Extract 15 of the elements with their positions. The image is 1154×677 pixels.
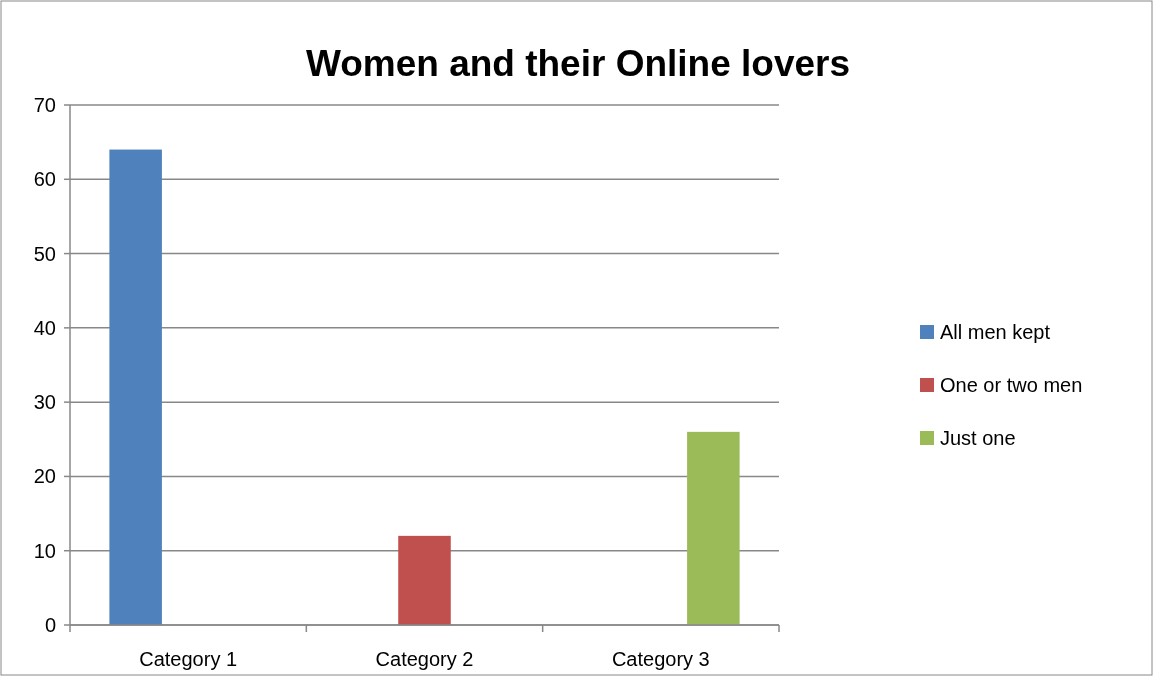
legend-label: One or two men xyxy=(940,374,1083,396)
x-tick-label: Category 3 xyxy=(611,648,710,670)
y-tick-label: 70 xyxy=(33,94,56,116)
x-tick-label: Category 2 xyxy=(375,648,474,670)
y-tick-label: 50 xyxy=(33,242,56,265)
y-tick-label: 30 xyxy=(33,391,56,414)
legend-label: All men kept xyxy=(940,321,1051,343)
y-tick-label: 40 xyxy=(33,316,56,339)
y-tick-label: 10 xyxy=(33,539,56,562)
x-tick-label: Category 1 xyxy=(139,648,238,670)
y-tick-label: 0 xyxy=(44,614,56,636)
legend-label: Just one xyxy=(940,427,1016,449)
y-tick-label: 60 xyxy=(33,168,56,191)
chart-title: Women and their Online lovers xyxy=(305,43,851,84)
y-tick-label: 20 xyxy=(33,465,56,488)
